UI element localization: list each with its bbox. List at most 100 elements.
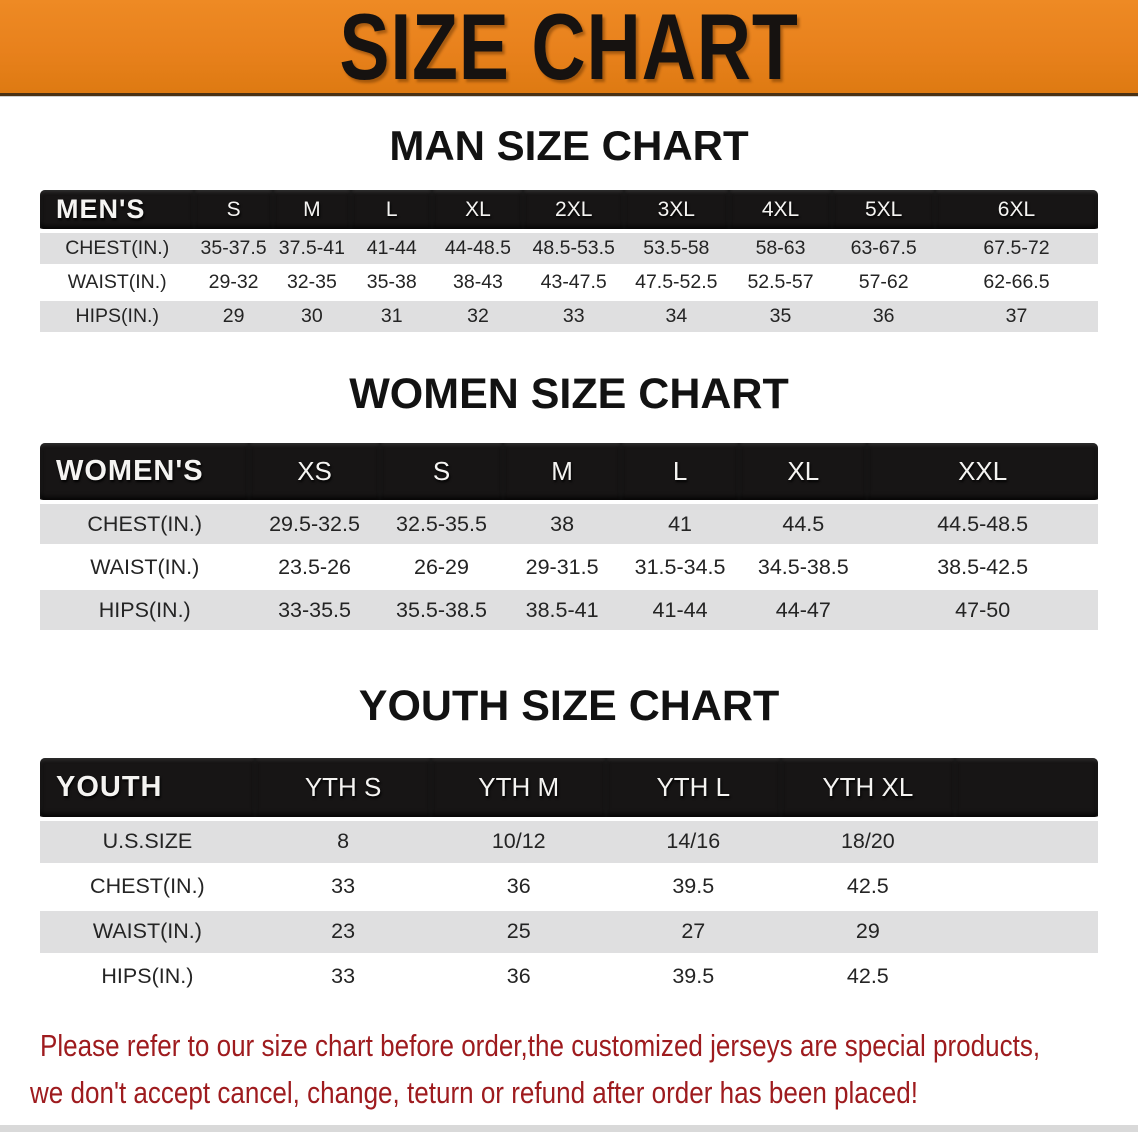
- size-value-cell: 34: [623, 301, 729, 336]
- size-value-cell: 36: [431, 955, 606, 1001]
- size-column-header: 4XL: [728, 190, 833, 234]
- section-men: MAN SIZE CHART MEN'S S M L XL 2XL 3XL 4XL 5XL 6XL…: [0, 122, 1138, 336]
- size-value-cell: 58-63: [728, 233, 833, 268]
- size-value-cell: 14/16: [606, 820, 781, 866]
- size-value-cell: 10/12: [431, 820, 606, 866]
- bottom-edge-divider: [0, 1125, 1138, 1132]
- size-column-header: S: [194, 190, 273, 234]
- size-value-cell: 57-62: [832, 267, 935, 302]
- size-value-cell: 41-44: [620, 590, 740, 634]
- size-value-cell: 52.5-57: [728, 267, 833, 302]
- size-column-header: YTH XL: [780, 757, 956, 821]
- row-label: WAIST(IN.): [40, 267, 195, 302]
- size-value-cell: 29: [780, 910, 956, 956]
- spacer-cell: [955, 865, 1098, 911]
- row-label: CHEST(IN.): [40, 504, 250, 548]
- size-value-cell: 44.5: [739, 504, 868, 548]
- spacer-cell: [955, 910, 1098, 956]
- size-value-cell: 29-31.5: [503, 547, 621, 591]
- size-column-header: L: [351, 190, 433, 234]
- table-row: CHEST(IN.) 35-37.5 37.5-41 41-44 44-48.5 48.5…: [40, 233, 1098, 268]
- size-value-cell: 47-50: [867, 590, 1098, 634]
- size-value-cell: 38: [503, 504, 621, 548]
- table-row: CHEST(IN.) 33 36 39.5 42.5: [40, 865, 1098, 911]
- size-value-cell: 44.5-48.5: [867, 504, 1098, 548]
- table-row: WAIST(IN.) 23 25 27 29: [40, 910, 1098, 956]
- size-value-cell: 42.5: [780, 955, 956, 1001]
- size-value-cell: 38-43: [432, 267, 524, 302]
- youth-section-title: YOUTH SIZE CHART: [358, 682, 780, 731]
- size-value-cell: 30: [272, 301, 352, 336]
- spacer-cell: [955, 757, 1098, 821]
- spacer-cell: [955, 820, 1098, 866]
- section-women: WOMEN SIZE CHART WOMEN'S XS S M L XL XXL CHEST(…: [0, 370, 1138, 634]
- size-value-cell: 35-37.5: [194, 233, 273, 268]
- size-value-cell: 32: [432, 301, 524, 336]
- table-corner-label: WOMEN'S: [40, 443, 250, 505]
- size-value-cell: 37: [934, 301, 1098, 336]
- section-youth: YOUTH SIZE CHART YOUTH YTH S YTH M YTH L YTH…: [0, 682, 1138, 1001]
- order-warning-note: Please refer to our size chart before or…: [30, 1022, 1138, 1116]
- table-corner-label: MEN'S: [40, 190, 195, 234]
- size-value-cell: 37.5-41: [272, 233, 352, 268]
- size-value-cell: 39.5: [606, 865, 781, 911]
- size-value-cell: 44-48.5: [432, 233, 524, 268]
- size-value-cell: 39.5: [606, 955, 781, 1001]
- size-value-cell: 67.5-72: [934, 233, 1098, 268]
- men-section-title: MAN SIZE CHART: [389, 122, 749, 169]
- warning-line-1: Please refer to our size chart before or…: [40, 1027, 1041, 1063]
- size-value-cell: 48.5-53.5: [523, 233, 624, 268]
- table-corner-label: YOUTH: [40, 757, 255, 821]
- header-row: YOUTH YTH S YTH M YTH L YTH XL: [40, 757, 1098, 821]
- row-label: CHEST(IN.): [40, 865, 255, 911]
- row-label: HIPS(IN.): [40, 955, 255, 1001]
- table-row: HIPS(IN.) 33-35.5 35.5-38.5 38.5-41 41-44 44-…: [40, 590, 1098, 634]
- row-label: WAIST(IN.): [40, 547, 250, 591]
- table-row: HIPS(IN.) 33 36 39.5 42.5: [40, 955, 1098, 1001]
- size-column-header: YTH S: [254, 757, 432, 821]
- size-value-cell: 26-29: [379, 547, 504, 591]
- size-column-header: XL: [739, 443, 868, 505]
- size-value-cell: 29-32: [194, 267, 273, 302]
- size-column-header: M: [272, 190, 352, 234]
- size-value-cell: 31: [351, 301, 433, 336]
- size-column-header: 6XL: [934, 190, 1098, 234]
- size-value-cell: 29.5-32.5: [249, 504, 380, 548]
- size-column-header: XS: [249, 443, 380, 505]
- men-size-table: MEN'S S M L XL 2XL 3XL 4XL 5XL 6XL CHEST(IN.) 35-37…: [40, 190, 1098, 336]
- size-column-header: L: [620, 443, 740, 505]
- size-value-cell: 31.5-34.5: [620, 547, 740, 591]
- table-row: WAIST(IN.) 29-32 32-35 35-38 38-43 43-47.5 47.…: [40, 267, 1098, 302]
- size-value-cell: 38.5-42.5: [867, 547, 1098, 591]
- size-value-cell: 32.5-35.5: [379, 504, 504, 548]
- page-title: SIZE CHART: [339, 0, 799, 99]
- size-column-header: S: [379, 443, 504, 505]
- size-value-cell: 33: [523, 301, 624, 336]
- size-column-header: XXL: [867, 443, 1098, 505]
- size-value-cell: 63-67.5: [832, 233, 935, 268]
- size-value-cell: 36: [832, 301, 935, 336]
- size-value-cell: 25: [431, 910, 606, 956]
- warning-line-2: we don't accept cancel, change, teturn o…: [30, 1074, 919, 1110]
- size-value-cell: 35-38: [351, 267, 433, 302]
- table-row: U.S.SIZE 8 10/12 14/16 18/20: [40, 820, 1098, 866]
- size-value-cell: 33-35.5: [249, 590, 380, 634]
- size-column-header: XL: [432, 190, 524, 234]
- size-value-cell: 23.5-26: [249, 547, 380, 591]
- row-label: HIPS(IN.): [40, 301, 195, 336]
- size-value-cell: 27: [606, 910, 781, 956]
- size-value-cell: 35.5-38.5: [379, 590, 504, 634]
- size-value-cell: 35: [728, 301, 833, 336]
- row-label: HIPS(IN.): [40, 590, 250, 634]
- table-row: HIPS(IN.) 29 30 31 32 33 34 35 36 37: [40, 301, 1098, 336]
- size-column-header: 3XL: [623, 190, 729, 234]
- size-value-cell: 23: [254, 910, 432, 956]
- row-label: U.S.SIZE: [40, 820, 255, 866]
- header-row: WOMEN'S XS S M L XL XXL: [40, 443, 1098, 505]
- women-section-title: WOMEN SIZE CHART: [349, 370, 789, 419]
- size-value-cell: 43-47.5: [523, 267, 624, 302]
- table-row: CHEST(IN.) 29.5-32.5 32.5-35.5 38 41 44.5 44.5…: [40, 504, 1098, 548]
- size-column-header: 5XL: [832, 190, 935, 234]
- spacer-cell: [955, 955, 1098, 1001]
